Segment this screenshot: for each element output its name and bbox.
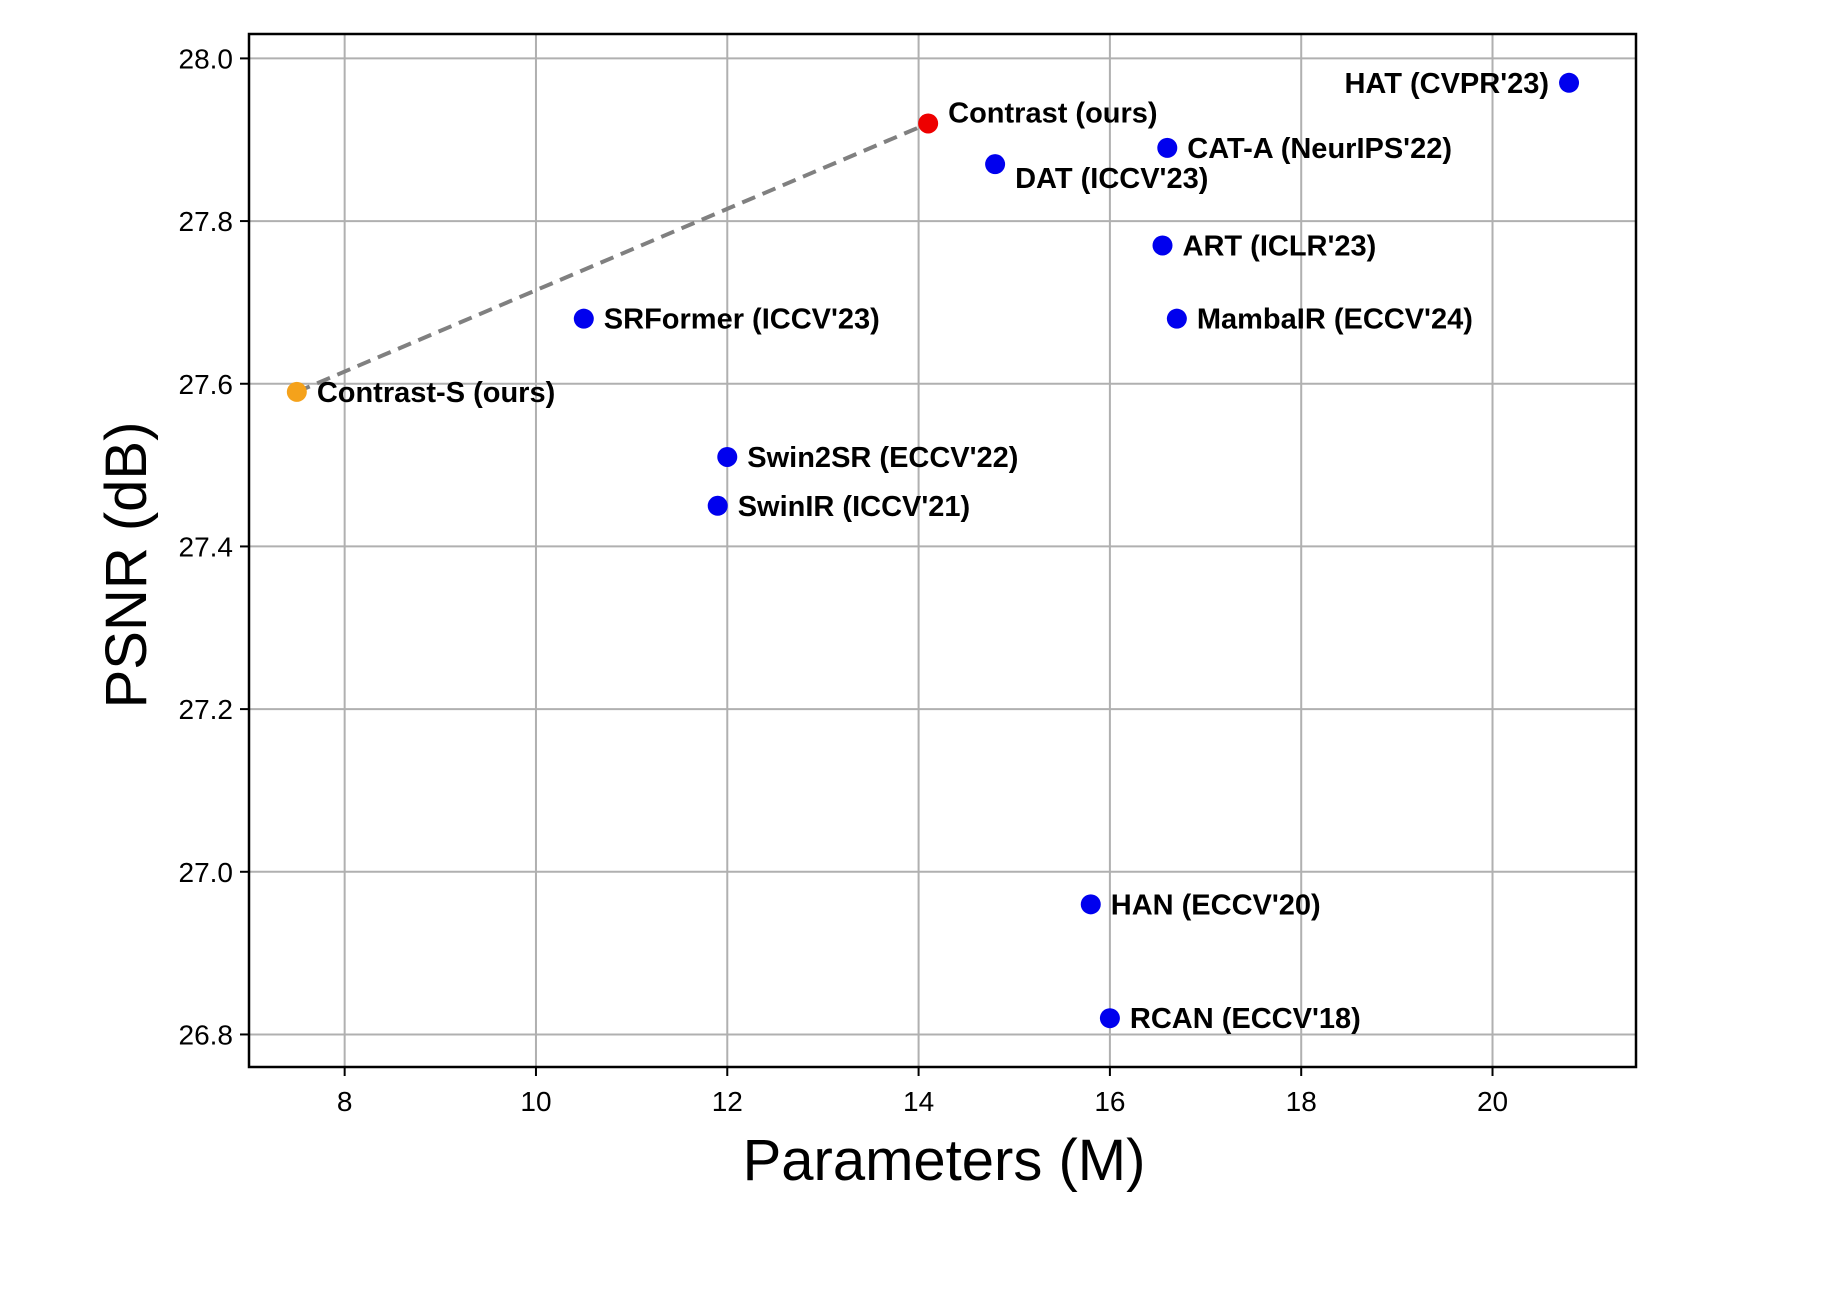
- scatter-point: [985, 154, 1006, 175]
- scatter-point: [717, 446, 738, 467]
- scatter-point: [1152, 235, 1173, 256]
- y-tick-label: 26.8: [179, 1019, 234, 1050]
- point-label: HAT (CVPR'23): [1344, 68, 1549, 100]
- x-axis-ticks: 8 10 12 14 16 18 20: [337, 1067, 1508, 1117]
- scatter-point: [1559, 72, 1580, 93]
- y-axis-title: PSNR (dB): [94, 422, 159, 709]
- point-label: RCAN (ECCV'18): [1130, 1003, 1361, 1035]
- point-label: DAT (ICCV'23): [1015, 163, 1208, 195]
- y-axis-ticks: 26.8 27.0 27.2 27.4 27.6 27.8 28.0: [179, 43, 249, 1050]
- point-label: CAT-A (NeurIPS'22): [1187, 133, 1452, 165]
- scatter-point: [1080, 894, 1101, 915]
- point-labels-layer: HAT (CVPR'23) Contrast (ours) CAT-A (NeurI…: [317, 68, 1549, 1035]
- scatter-point: [573, 308, 594, 329]
- point-label: HAN (ECCV'20): [1111, 889, 1321, 921]
- scatter-point: [918, 113, 939, 134]
- x-tick-label: 14: [903, 1086, 934, 1117]
- connector-dashed-line: [296, 121, 929, 394]
- points-layer: [286, 72, 1580, 1029]
- scatter-point: [286, 381, 307, 402]
- y-tick-label: 27.0: [179, 857, 234, 888]
- grid: [249, 34, 1636, 1067]
- x-tick-label: 20: [1477, 1086, 1508, 1117]
- y-tick-label: 27.4: [179, 531, 234, 562]
- scatter-point: [1157, 137, 1178, 158]
- y-tick-label: 27.6: [179, 369, 234, 400]
- point-label: MambaIR (ECCV'24): [1197, 304, 1473, 336]
- x-tick-label: 10: [520, 1086, 551, 1117]
- scatter-point: [707, 495, 728, 516]
- x-tick-label: 16: [1094, 1086, 1125, 1117]
- connector-layer: [296, 121, 929, 394]
- point-label: SRFormer (ICCV'23): [604, 304, 880, 336]
- x-tick-label: 18: [1286, 1086, 1317, 1117]
- point-label: Contrast (ours): [948, 97, 1157, 129]
- point-label: SwinIR (ICCV'21): [738, 491, 970, 523]
- scatter-point: [1099, 1008, 1120, 1029]
- y-tick-label: 28.0: [179, 43, 234, 74]
- point-label: Swin2SR (ECCV'22): [747, 442, 1018, 474]
- point-label: ART (ICLR'23): [1183, 230, 1377, 262]
- scatter-point: [1166, 308, 1187, 329]
- x-tick-label: 8: [337, 1086, 353, 1117]
- x-axis-title: Parameters (M): [743, 1128, 1146, 1193]
- x-tick-label: 12: [712, 1086, 743, 1117]
- plot-frame: [247, 32, 1638, 1069]
- y-tick-label: 27.2: [179, 694, 234, 725]
- y-tick-label: 27.8: [179, 206, 234, 237]
- point-label: Contrast-S (ours): [317, 377, 555, 409]
